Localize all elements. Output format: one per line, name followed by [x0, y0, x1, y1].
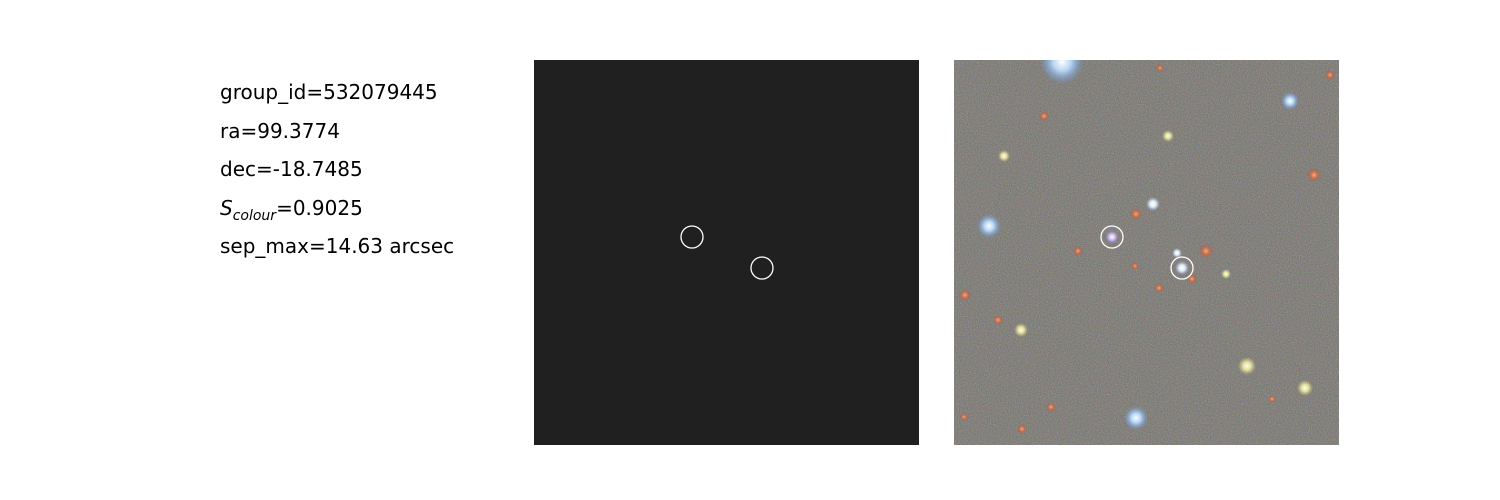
star [1039, 111, 1049, 121]
dec-text: dec=-18.7485 [220, 157, 363, 181]
source-marker [1100, 225, 1124, 249]
star [1156, 64, 1164, 72]
star [1124, 406, 1148, 430]
star [1017, 424, 1027, 434]
sky-cutout-panel [954, 60, 1339, 445]
star [1014, 323, 1028, 337]
star [1131, 262, 1139, 270]
ra-text: ra=99.3774 [220, 118, 340, 143]
sky-noise [954, 60, 1339, 445]
star [1154, 283, 1164, 293]
star [1325, 70, 1335, 80]
star [998, 150, 1010, 162]
stars [959, 60, 1335, 434]
star [1162, 130, 1174, 142]
source-marker [750, 256, 774, 280]
star [1046, 402, 1056, 412]
source-marker [680, 225, 704, 249]
star [1297, 380, 1313, 396]
star [960, 413, 968, 421]
s-colour-value: =0.9025 [276, 195, 363, 220]
dark-cutout-panel [534, 60, 919, 445]
star [1172, 248, 1182, 258]
star [1187, 274, 1197, 284]
s-colour-subscript: colour [232, 207, 277, 224]
group-id-text: group_id=532079445 [220, 80, 438, 104]
star [1175, 261, 1189, 275]
star [1238, 357, 1256, 375]
star [959, 289, 971, 301]
s-colour-symbol: S [220, 195, 233, 220]
star [1105, 230, 1119, 244]
dark-cutout-svg [680, 225, 774, 280]
star [1199, 244, 1213, 258]
star [977, 214, 1001, 238]
sep-max-text: sep_max=14.63 arcsec [220, 234, 455, 258]
info-panel: group_id=532079445 ra=99.3774 dec=-18.74… [220, 78, 454, 271]
source-marker [1170, 256, 1194, 280]
star [1268, 395, 1276, 403]
star [993, 315, 1003, 325]
star [1073, 246, 1083, 256]
s-colour-text: Scolour=0.9025 [220, 194, 454, 233]
star [1146, 197, 1160, 211]
star [1040, 60, 1084, 84]
star [1281, 92, 1299, 110]
star [1307, 168, 1321, 182]
star [1130, 208, 1142, 220]
sky-cutout-svg [954, 60, 1339, 445]
star [1221, 269, 1231, 279]
